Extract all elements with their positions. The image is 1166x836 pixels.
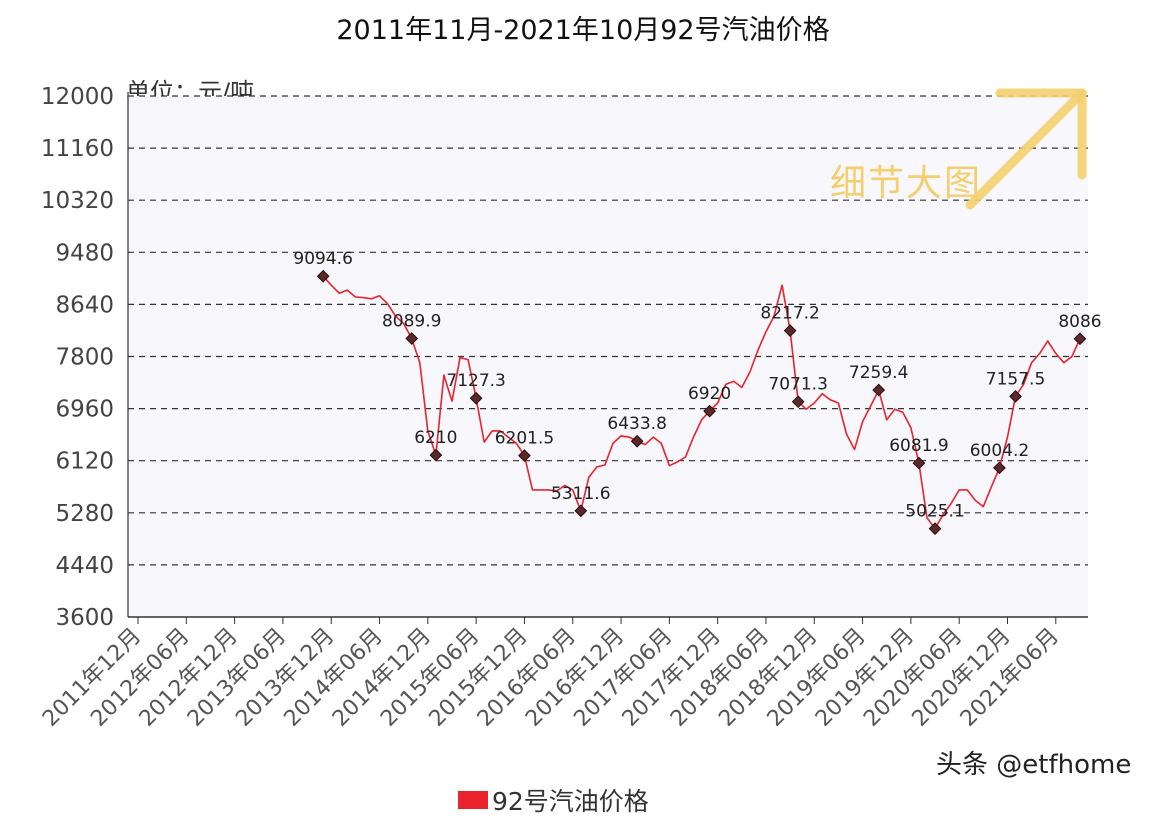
data-label: 6201.5 [495, 429, 554, 449]
data-point [783, 324, 797, 337]
data-label: 8217.2 [760, 304, 819, 324]
data-point [993, 461, 1006, 475]
data-label: 7127.3 [446, 371, 505, 391]
detail-view-label: 细节大图 [830, 163, 983, 204]
y-tick-label: 11160 [41, 136, 114, 162]
data-label: 5025.1 [905, 502, 964, 522]
y-tick-label: 5280 [55, 501, 114, 527]
data-label: 9094.6 [293, 249, 352, 269]
diagonal-arrow-up-right-icon [965, 88, 1087, 210]
y-tick-label: 6960 [55, 397, 114, 423]
data-point [703, 404, 716, 418]
data-label: 8086 [1058, 312, 1101, 332]
data-point [928, 522, 942, 535]
data-point [791, 395, 805, 409]
data-point [1073, 332, 1087, 346]
legend-swatch [458, 791, 488, 809]
data-label: 7071.3 [768, 375, 827, 395]
data-point [630, 434, 644, 448]
data-label: 7157.5 [986, 369, 1045, 389]
data-point [1009, 389, 1022, 403]
watermark: 头条 @etfhome [936, 750, 1132, 780]
data-label: 8089.9 [382, 312, 441, 332]
data-label: 5311.6 [551, 484, 610, 504]
data-label: 6920 [688, 384, 731, 404]
y-tick-label: 8640 [55, 292, 114, 318]
y-tick-label: 9480 [55, 240, 114, 266]
data-point [912, 456, 926, 470]
data-label: 6081.9 [889, 436, 948, 456]
data-point [872, 383, 886, 397]
data-point [429, 448, 443, 462]
data-point [469, 391, 483, 405]
data-label: 6004.2 [970, 441, 1029, 461]
y-tick-label: 10320 [41, 188, 114, 214]
data-label: 6210 [414, 428, 457, 448]
y-tick-label: 4440 [55, 553, 114, 579]
chart-title: 2011年11月-2021年10月92号汽油价格 [336, 15, 830, 46]
data-point [405, 332, 419, 345]
y-tick-label: 7800 [55, 345, 114, 371]
legend: 92号汽油价格 [458, 782, 649, 818]
y-tick-label: 6120 [55, 449, 114, 475]
data-point [316, 269, 330, 283]
data-label: 7259.4 [849, 363, 908, 383]
data-point [518, 449, 531, 463]
y-tick-label: 12000 [41, 84, 114, 110]
legend-label: 92号汽油价格 [492, 787, 649, 816]
data-label: 6433.8 [607, 414, 666, 434]
series-line [322, 275, 1081, 530]
data-point [574, 504, 588, 518]
y-tick-label: 3600 [55, 605, 114, 631]
